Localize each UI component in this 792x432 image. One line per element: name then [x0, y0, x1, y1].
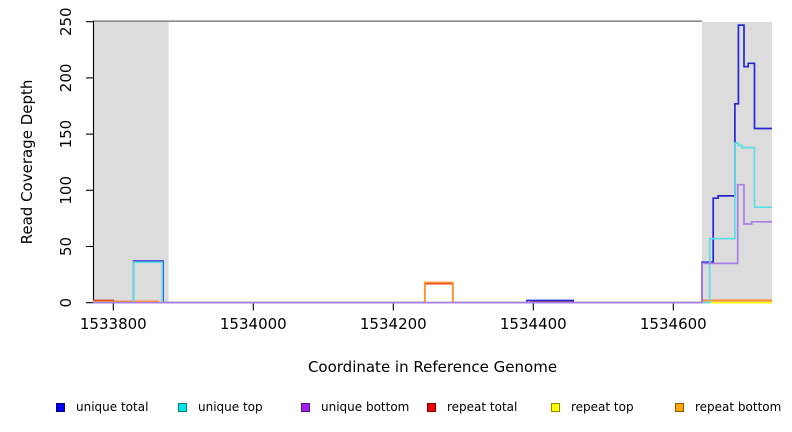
- legend-label: unique total: [76, 400, 149, 414]
- repeat-top-swatch-icon: [551, 402, 560, 412]
- y-axis-label: Read Coverage Depth: [18, 79, 36, 245]
- series-repeat-bottom: [93, 281, 772, 304]
- legend-item-repeat-bottom: repeat bottom: [675, 398, 781, 416]
- legend-label: repeat total: [447, 400, 518, 414]
- y-tick-label: 250: [57, 7, 75, 36]
- series-unique-total: [93, 24, 772, 304]
- x-tick-label: 1534400: [500, 315, 567, 333]
- y-tick-label: 0: [57, 298, 75, 308]
- series-unique-bottom: [93, 183, 772, 304]
- legend-item-unique-bottom: unique bottom: [301, 398, 409, 416]
- series-repeat-total: [93, 282, 772, 304]
- legend-label: repeat bottom: [695, 400, 782, 414]
- y-tick-label: 50: [57, 237, 75, 256]
- legend-item-unique-top: unique top: [178, 398, 263, 416]
- unique-bottom-swatch-icon: [301, 402, 310, 412]
- y-tick-label: 100: [57, 176, 75, 205]
- legend-item-repeat-total: repeat total: [427, 398, 517, 416]
- x-tick-label: 1534200: [360, 315, 427, 333]
- repeat-bottom-swatch-icon: [675, 402, 684, 412]
- repeat-total-swatch-icon: [427, 402, 436, 412]
- masked-region: [93, 22, 169, 303]
- x-tick-label: 1534600: [640, 315, 707, 333]
- legend-label: repeat top: [571, 400, 634, 414]
- y-tick-label: 200: [57, 64, 75, 93]
- x-tick-label: 1533800: [80, 315, 147, 333]
- legend: unique total unique top unique bottom re…: [0, 398, 792, 420]
- unique-total-swatch-icon: [56, 402, 65, 412]
- series-unique-top: [93, 142, 772, 304]
- x-tick-label: 1534000: [220, 315, 287, 333]
- legend-item-unique-total: unique total: [56, 398, 148, 416]
- y-tick-label: 150: [57, 120, 75, 149]
- unique-top-swatch-icon: [178, 402, 187, 412]
- legend-label: unique bottom: [321, 400, 410, 414]
- x-axis-label: Coordinate in Reference Genome: [307, 358, 558, 376]
- legend-item-repeat-top: repeat top: [551, 398, 634, 416]
- legend-label: unique top: [198, 400, 263, 414]
